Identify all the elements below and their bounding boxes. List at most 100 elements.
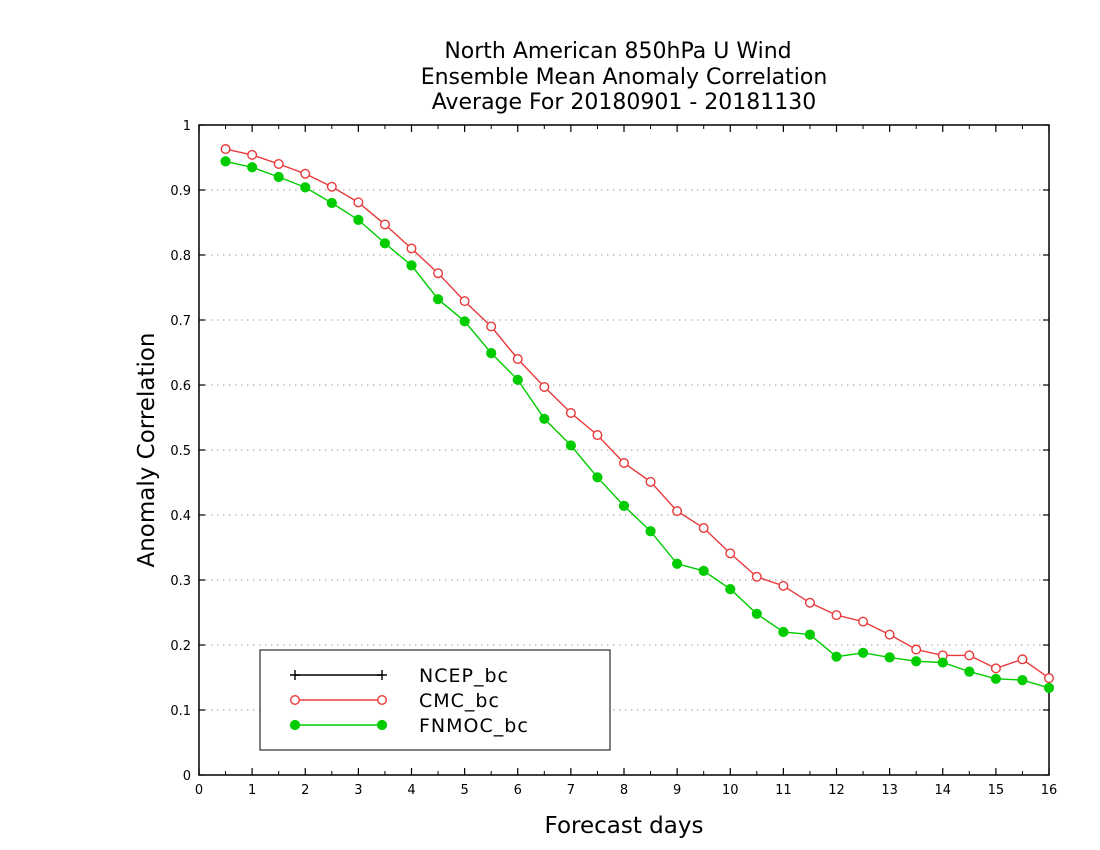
data-point [433,268,444,279]
x-tick-label: 7 [567,783,575,798]
y-axis-label: Anomaly Correlation [134,332,160,567]
legend-item-fnmoc-bc: FNMOC_bc [289,715,529,737]
legend-marker [377,695,388,706]
y-tick-label: 0 [183,769,191,784]
data-point [539,413,550,424]
data-point [406,243,417,254]
data-point [645,476,656,487]
data-point [619,458,630,469]
x-tick-label: 4 [407,783,415,798]
y-tick-label: 0.8 [170,249,191,264]
x-axis-label: Forecast days [545,813,704,839]
data-point [831,610,842,621]
data-point [618,500,630,511]
data-point [911,656,922,667]
data-point [725,584,736,595]
data-point [406,260,417,271]
y-tick-label: 0.3 [170,574,191,589]
data-point [990,663,1001,674]
y-tick-label: 0.6 [170,379,191,394]
legend-label: NCEP_bc [419,665,509,687]
legend-label: FNMOC_bc [419,715,529,737]
x-axis: 0 1 2 3 4 5 6 7 8 9 10 11 12 13 14 15 16 [195,125,1057,798]
data-point [353,197,364,208]
y-axis: 0 0.1 0.2 0.3 0.4 0.5 0.6 0.7 0.8 0.9 1 [170,119,1049,784]
data-point [326,197,337,209]
legend-marker [376,719,388,731]
data-point [1017,675,1028,686]
data-point [751,608,762,619]
y-tick-label: 0.7 [170,314,191,329]
series-fnmoc-bc [220,156,1055,694]
data-point [778,626,789,638]
data-point [831,651,842,662]
x-tick-label: 6 [514,783,522,798]
data-point [911,644,922,655]
x-tick-label: 8 [620,783,628,798]
x-tick-label: 13 [881,783,898,798]
data-point [565,407,576,418]
data-point [486,321,497,332]
x-tick-label: 3 [354,783,362,798]
data-point [751,571,762,582]
data-point [937,657,948,668]
x-tick-label: 16 [1041,783,1058,798]
data-point [486,348,497,359]
x-tick-label: 1 [248,783,256,798]
y-tick-label: 0.1 [170,704,191,719]
series-line-fnmoc-bc [225,160,1050,689]
data-point [459,316,470,327]
data-point [1017,654,1028,665]
legend-marker [377,670,387,680]
y-tick-label: 0.9 [170,184,191,199]
series-layer [220,144,1055,694]
chart-title-line-3: Average For 20180901 - 20181130 [432,90,817,115]
data-point [884,652,895,663]
chart-title: North American 850hPa U Wind Ensemble Me… [421,39,828,115]
legend-marker [290,670,300,680]
data-point [964,650,975,661]
x-tick-label: 14 [934,783,951,798]
x-tick-label: 2 [301,783,309,798]
x-tick-label: 5 [460,783,468,798]
data-point [300,182,311,193]
y-tick-label: 0.4 [170,509,191,524]
x-tick-label: 11 [775,783,792,798]
data-point [804,629,816,640]
data-point [273,158,284,169]
x-tick-label: 0 [195,783,203,798]
series-line-cmc-bc [225,148,1050,679]
data-point [565,440,576,451]
data-point [247,149,258,160]
legend-item-cmc-bc: CMC_bc [290,690,500,712]
data-point [592,472,603,483]
data-point [990,673,1001,684]
data-point [1043,673,1054,684]
legend-item-ncep-bc: NCEP_bc [290,665,509,687]
data-point [379,219,390,230]
x-tick-label: 12 [828,783,845,798]
chart-title-line-1: North American 850hPa U Wind [444,39,791,64]
data-point [432,294,444,305]
data-point [857,647,869,658]
data-point [379,238,391,249]
data-point [1043,682,1055,694]
legend-label: CMC_bc [419,690,500,712]
y-tick-label: 1 [183,119,191,134]
data-point [804,597,815,608]
data-point [698,523,709,534]
data-point [645,526,656,537]
data-point [220,144,231,155]
chart-title-line-2: Ensemble Mean Anomaly Correlation [421,65,828,90]
series-cmc-bc [220,144,1054,684]
data-point [725,548,736,559]
x-tick-label: 15 [988,783,1005,798]
data-point [459,296,470,307]
data-point [273,171,284,183]
y-tick-label: 0.2 [170,639,191,654]
data-point [698,565,709,577]
data-point [512,354,523,365]
data-point [220,156,231,167]
data-point [247,162,258,173]
